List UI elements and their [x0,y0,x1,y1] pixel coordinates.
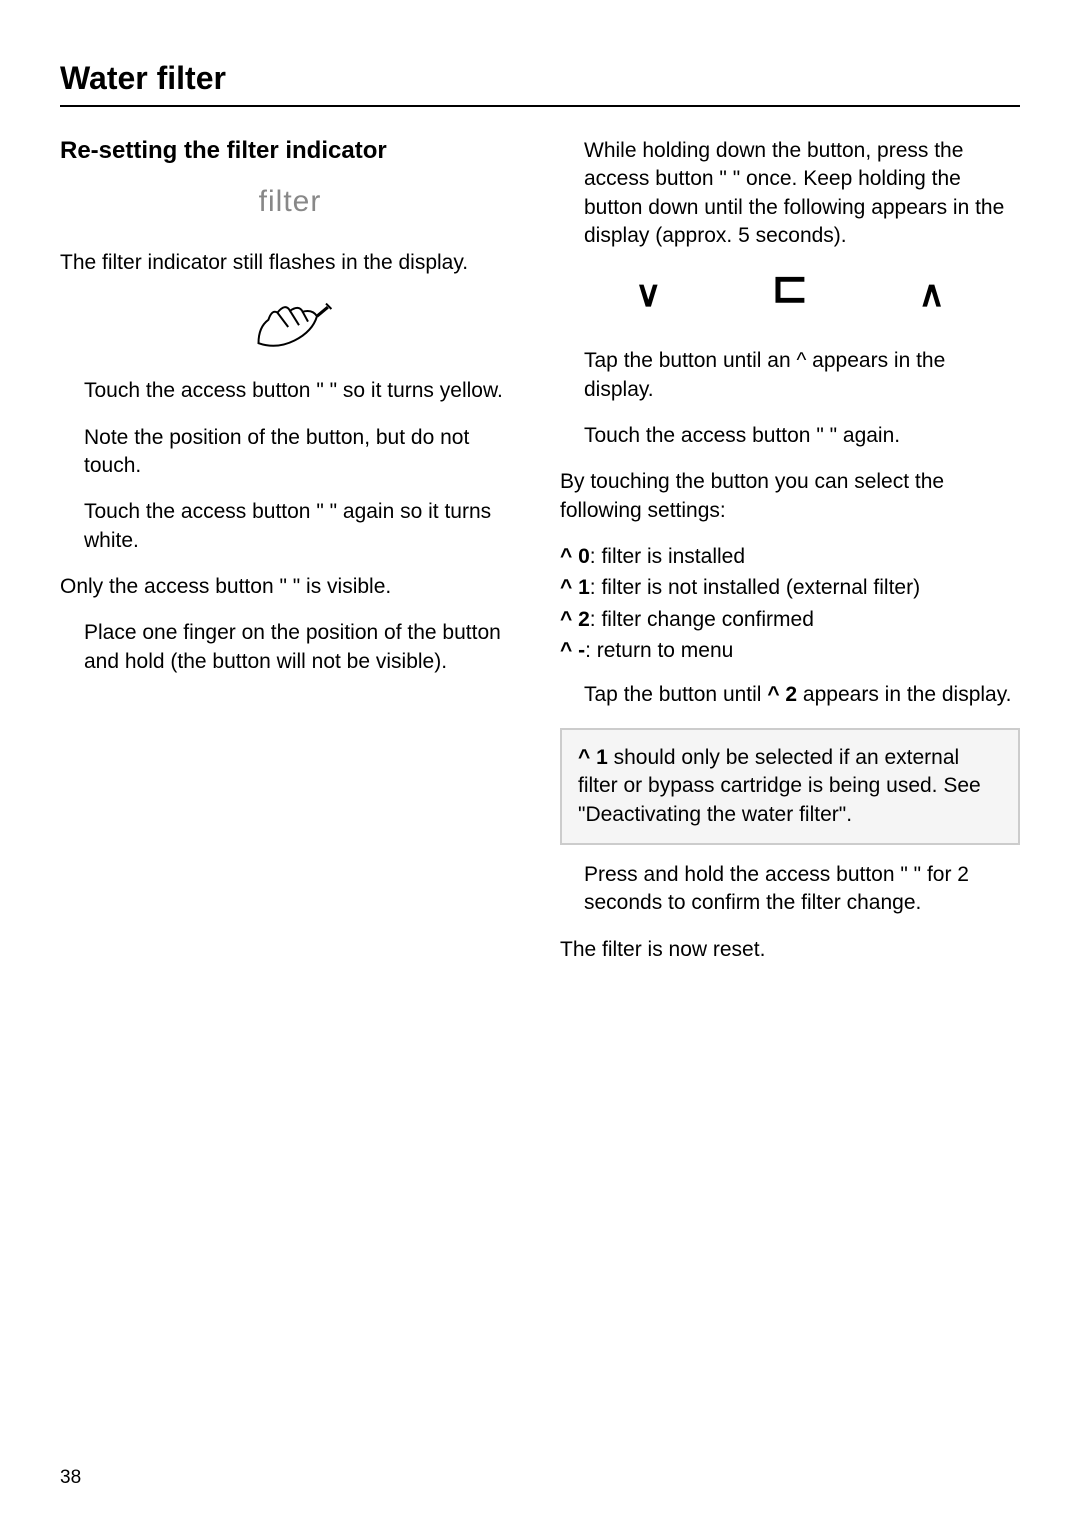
setting-code-3: ^ - [560,639,585,662]
info-box: ^ 1 should only be selected if an extern… [560,728,1020,845]
page-number: 38 [60,1467,81,1489]
setting-code-0: ^ 0 [560,545,590,568]
left-p6: Place one finger on the position of the … [60,619,520,676]
left-p4: Touch the access button " " again so it … [60,498,520,555]
segment-c-icon: ⊏ [772,262,809,313]
down-chevron-icon: ∨ [635,273,661,315]
setting-text-1: : filter is not installed (external filt… [590,576,920,599]
page-title: Water filter [60,60,1020,107]
content-columns: Re-setting the filter indicator filter T… [60,137,1020,982]
left-p2: Touch the access button " " so it turns … [60,377,520,405]
hand-touch-icon [245,297,335,357]
left-p5: Only the access button " " is visible. [60,573,520,601]
right-p5-code: ^ 2 [767,683,797,706]
setting-item-0: ^ 0: filter is installed [560,543,1020,571]
setting-text-2: : filter change confirmed [590,608,814,631]
info-box-text: should only be selected if an external f… [578,746,981,826]
left-p3: Note the position of the button, but do … [60,424,520,481]
setting-code-2: ^ 2 [560,608,590,631]
setting-item-1: ^ 1: filter is not installed (external f… [560,574,1020,602]
filter-display-label: filter [60,185,520,219]
setting-text-0: : filter is installed [590,545,745,568]
right-p7: The filter is now reset. [560,936,1020,964]
right-p4: By touching the button you can select th… [560,468,1020,525]
right-p5-suffix: appears in the display. [797,683,1011,706]
right-p6: Press and hold the access button " " for… [560,861,1020,918]
setting-item-2: ^ 2: filter change confirmed [560,606,1020,634]
right-column: While holding down the button, press the… [560,137,1020,982]
right-p1: While holding down the button, press the… [560,137,1020,250]
setting-item-3: ^ -: return to menu [560,637,1020,665]
setting-text-3: : return to menu [585,639,733,662]
left-p1: The filter indicator still flashes in th… [60,249,520,277]
right-p5-prefix: Tap the button until [584,683,767,706]
up-chevron-icon: ∧ [919,273,945,315]
right-p3: Touch the access button " " again. [560,422,1020,450]
section-title: Re-setting the filter indicator [60,137,520,165]
setting-code-1: ^ 1 [560,576,590,599]
left-column: Re-setting the filter indicator filter T… [60,137,520,982]
right-p2: Tap the button until an ^ appears in the… [560,347,1020,404]
display-symbols: ∨ ⊏ ∧ [560,268,1020,319]
right-p5: Tap the button until ^ 2 appears in the … [560,681,1020,709]
info-box-code: ^ 1 [578,746,608,769]
